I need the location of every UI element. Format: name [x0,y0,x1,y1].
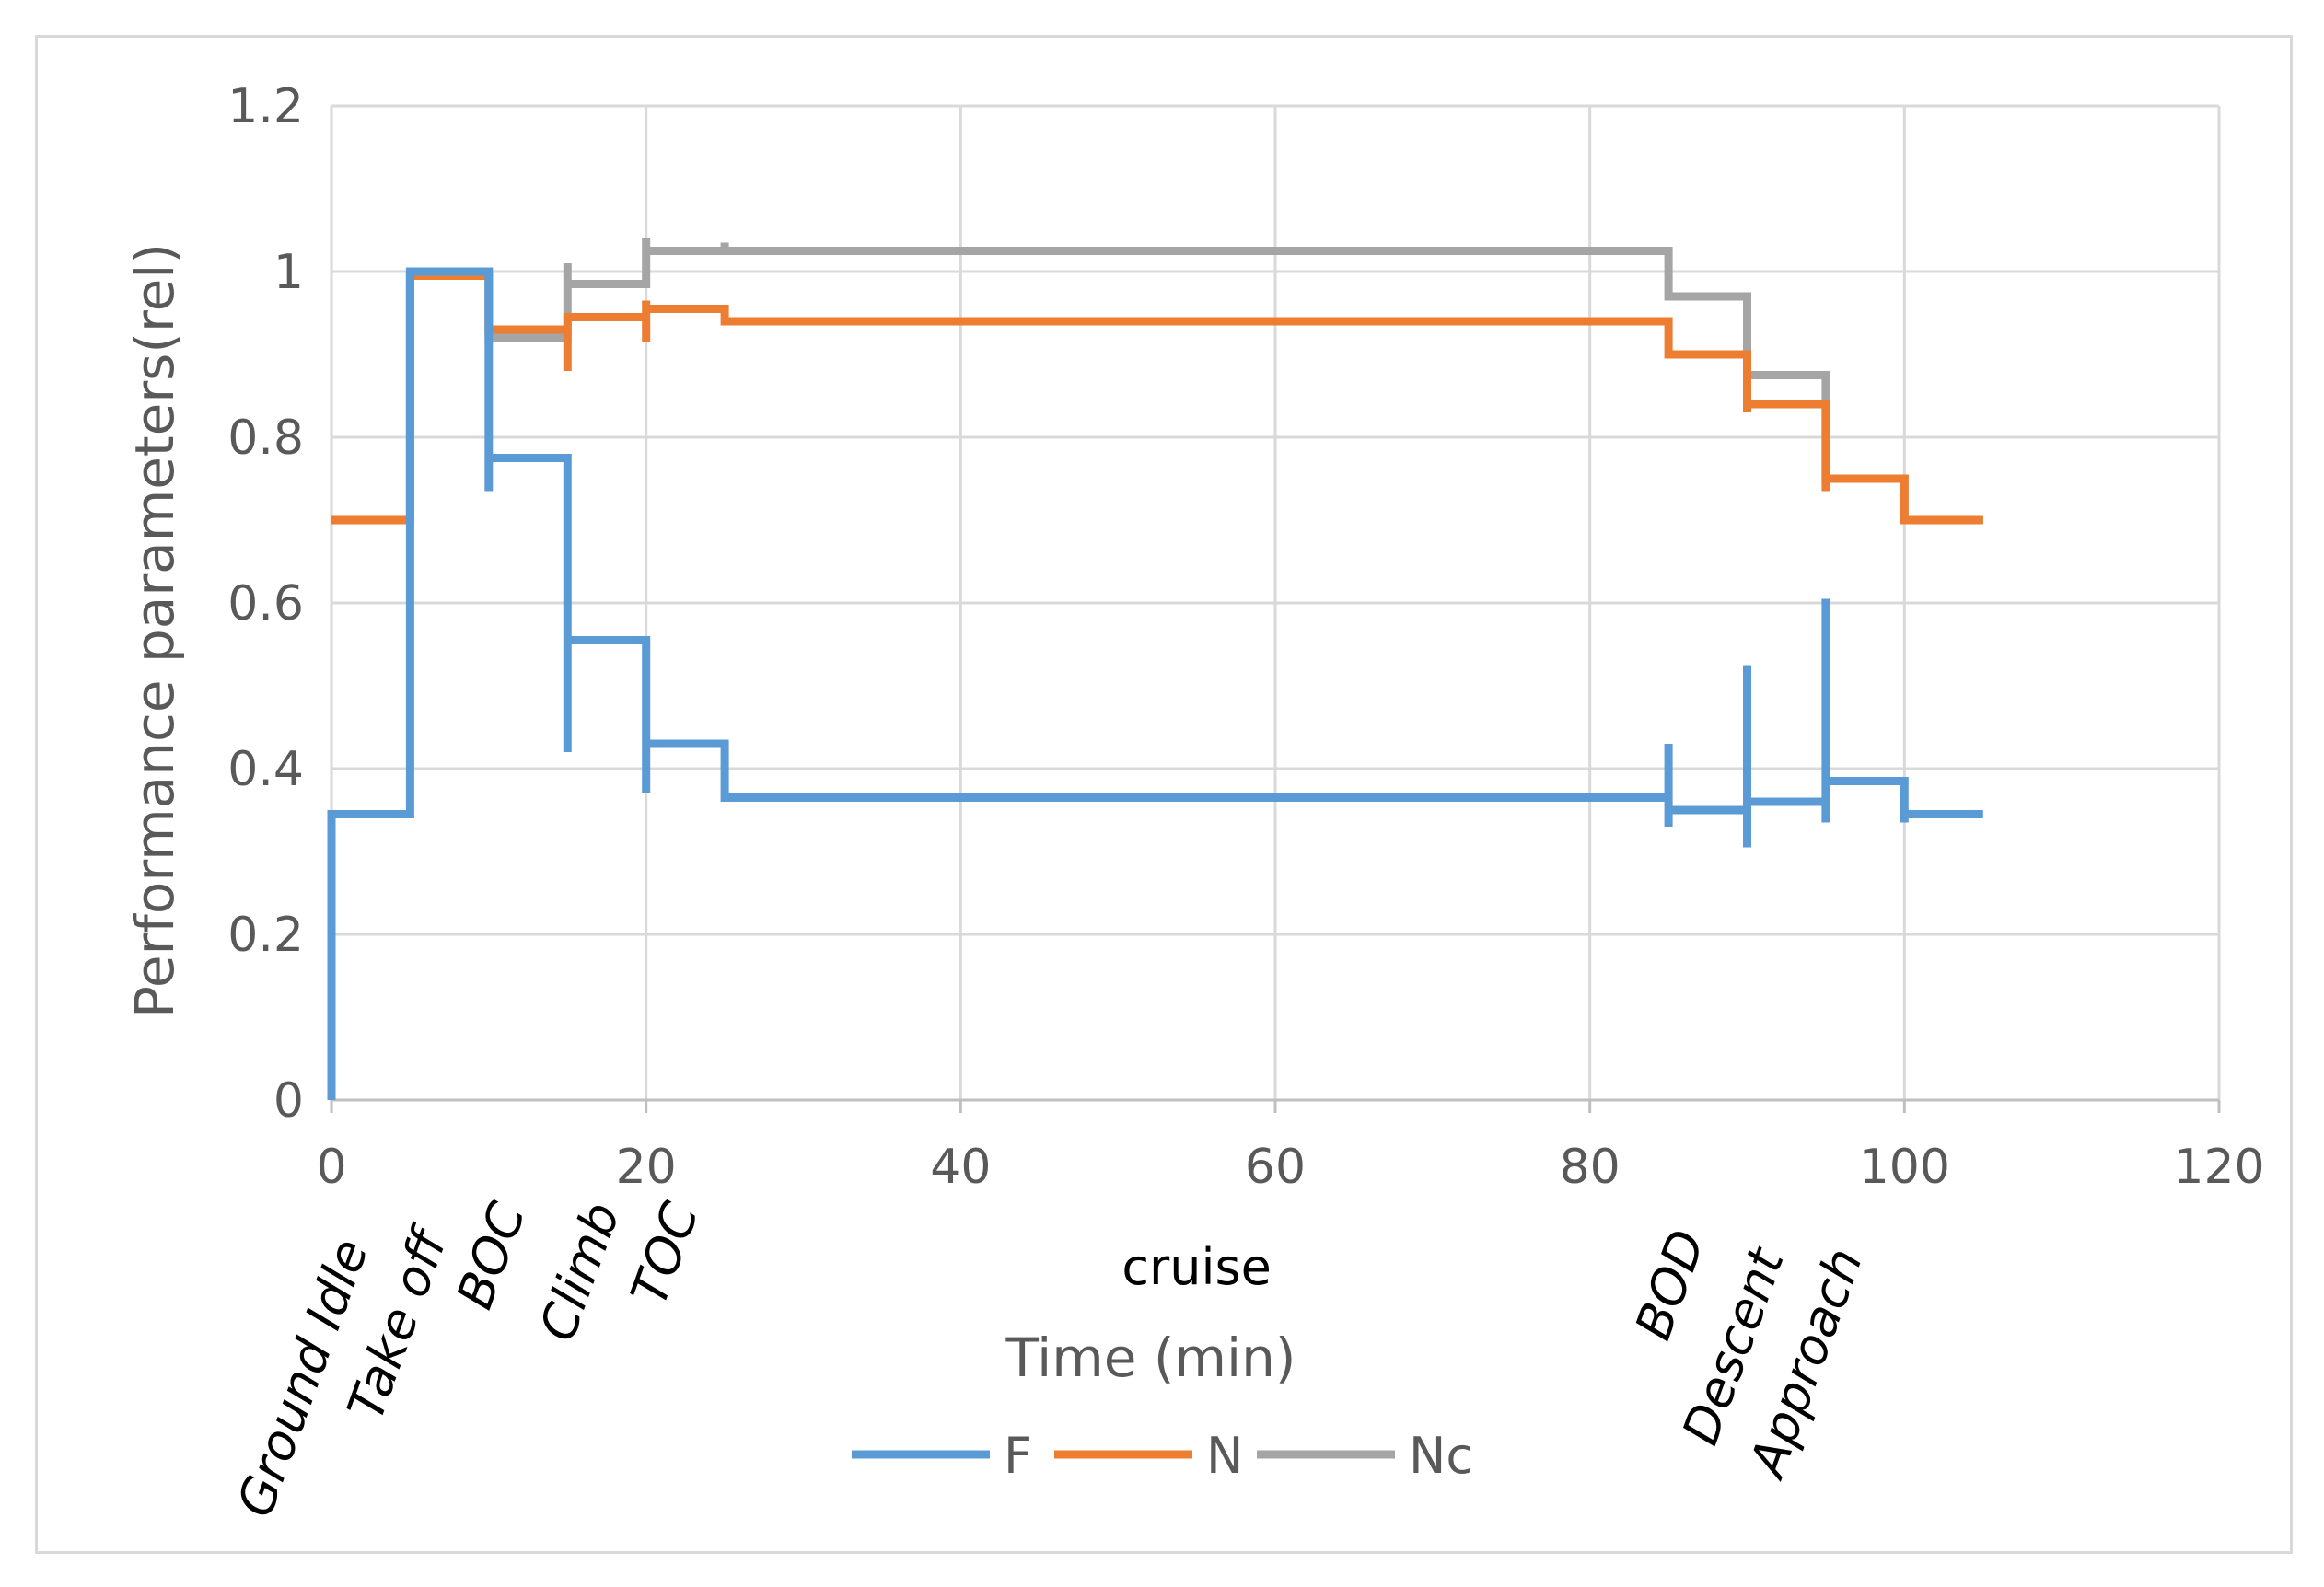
series-line-N [331,272,1983,525]
x-tick-label: 40 [930,1140,991,1195]
y-tick-label: 0.2 [227,908,304,963]
legend-label-F: F [1004,1427,1032,1485]
cruise-label: cruise [1121,1238,1271,1296]
phase-label: Climb [528,1195,631,1349]
legend: F N Nc [852,1427,1473,1485]
y-tick-label: 0.4 [227,742,304,797]
y-tick-label: 0.6 [227,576,304,631]
legend-label-Nc: Nc [1409,1427,1473,1485]
series-lines [327,238,1983,1100]
tick-labels: 0 0.2 0.4 0.6 0.8 1 1.2 0 20 40 60 80 100 120 [227,79,2264,1195]
phase-label: TOC [620,1195,710,1313]
y-tick-label: 1.2 [227,79,304,134]
series-line-Nc [331,238,1983,525]
y-axis-title: Performance parameters(rel) [123,243,186,1018]
x-tick-label: 20 [616,1140,677,1195]
x-tick-label: 100 [1859,1140,1950,1195]
x-tick-label: 0 [316,1140,346,1195]
x-tick-label: 80 [1560,1140,1621,1195]
phase-label: BOC [446,1195,537,1316]
phase-label: BOD [1624,1222,1717,1347]
x-tick-label: 60 [1245,1140,1306,1195]
x-tick-label: 120 [2173,1140,2264,1195]
y-tick-label: 0.8 [227,411,304,466]
y-tick-label: 1 [273,245,304,300]
x-axis-title: Time (min) [1005,1326,1296,1389]
series-line-F [327,267,1983,1100]
legend-label-N: N [1206,1427,1243,1485]
y-tick-label: 0 [273,1073,304,1129]
